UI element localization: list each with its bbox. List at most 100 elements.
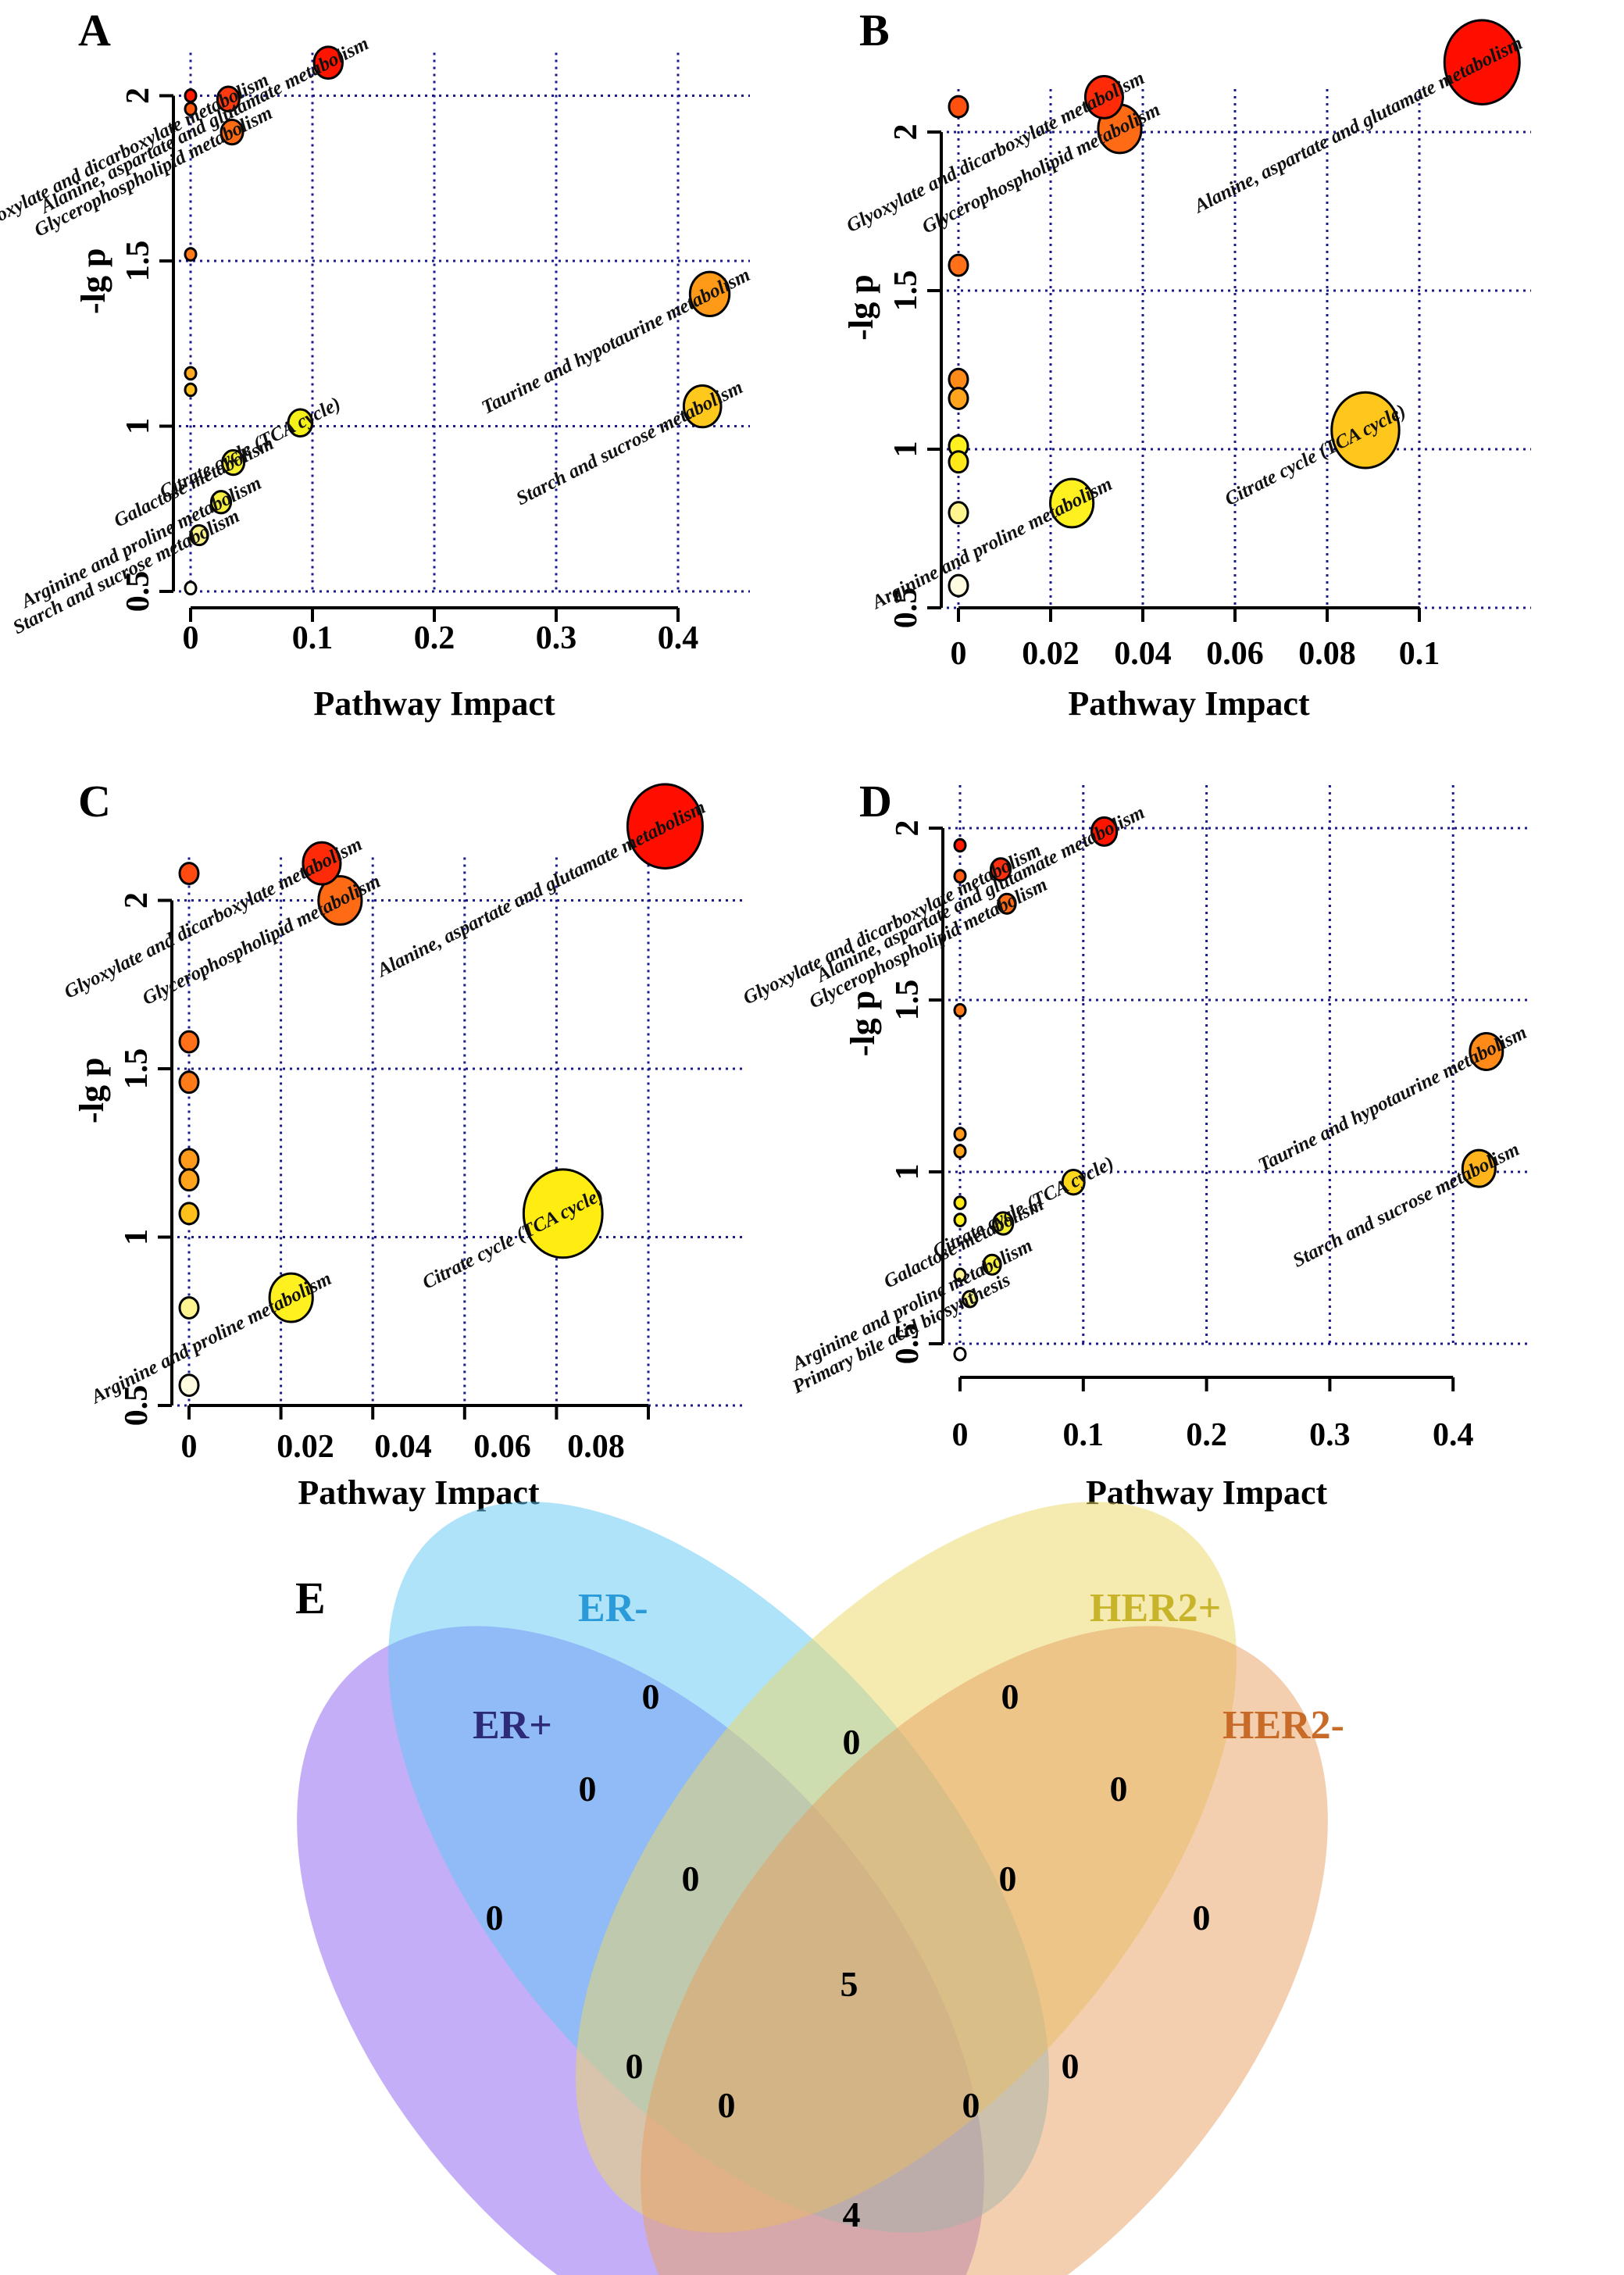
- x-tick-label: 0.06: [1206, 636, 1264, 672]
- bubble-label: Alanine, aspartate and glutamate metabol…: [1190, 33, 1526, 218]
- panel-b-bubble-chart: B 0.5 1 1.5 2 -lg p 0 0.02 0.04 0.06 0.08 0.1 Pathwa…: [842, 5, 1531, 723]
- y-tick-label: 1.5: [888, 270, 924, 312]
- x-tick-label: 0.4: [658, 620, 699, 656]
- bubble-point: [178, 1148, 200, 1172]
- venn-region-count: 0: [1193, 1898, 1211, 1938]
- x-tick-label: 0: [952, 1417, 969, 1453]
- bubble-point: [522, 1168, 604, 1259]
- y-tick-label: 1: [119, 1229, 155, 1245]
- bubble-point: [1443, 19, 1521, 105]
- bubble-point: [216, 85, 241, 112]
- bubble-point: [962, 1290, 979, 1309]
- y-tick-label: 1.5: [120, 241, 156, 282]
- bubble-point: [178, 1070, 200, 1095]
- bubble-point: [220, 118, 244, 146]
- bubble-point: [953, 1127, 967, 1141]
- x-axis-title: Pathway Impact: [1068, 684, 1310, 723]
- y-tick-label: 1: [890, 1164, 926, 1180]
- y-tick-label: 0.5: [119, 1385, 155, 1427]
- bubble-point: [184, 88, 198, 103]
- panel-a-bubble-chart: A 0.5 1 1.5 2 -lg p 0 0.1 0.2 0.3 0.4 Pathway Impac…: [0, 5, 754, 723]
- bubble-label: Alanine, aspartate and glutamate metabol…: [36, 33, 373, 218]
- bubble-point: [953, 1212, 967, 1227]
- y-tick-label: 2: [888, 124, 924, 141]
- bubble-point: [221, 448, 246, 477]
- x-tick-label: 0.04: [374, 1429, 432, 1465]
- bubble-point: [189, 524, 209, 547]
- x-tick-label: 0.4: [1433, 1417, 1474, 1453]
- venn-region-count: 0: [1001, 1677, 1019, 1716]
- panel-letter: C: [78, 776, 111, 827]
- y-tick-label: 1.5: [890, 980, 926, 1021]
- x-tick-label: 0.02: [277, 1429, 334, 1465]
- venn-set-label: HER2+: [1090, 1586, 1221, 1630]
- bubble-point: [989, 857, 1012, 882]
- venn-region-count: 0: [843, 1722, 861, 1762]
- bubble-point: [1049, 477, 1095, 529]
- bubble-point: [682, 384, 723, 429]
- bubble-point: [948, 450, 969, 474]
- bubble-label: Starch and sucrose metabolism: [1290, 1139, 1523, 1272]
- x-tick-label: 0.3: [536, 620, 577, 656]
- bubble-point: [626, 783, 704, 870]
- x-tick-label: 0.1: [1063, 1417, 1105, 1453]
- bubble-point: [317, 875, 363, 926]
- y-tick-label: 0.5: [120, 571, 156, 612]
- bubble-point: [184, 102, 198, 116]
- venn-region-count: 0: [579, 1769, 597, 1809]
- venn-region-count: 0: [682, 1859, 700, 1898]
- bubble-label: Glyoxylate and dicarboxylate metabolism: [843, 67, 1148, 237]
- bubble-point: [953, 1346, 967, 1362]
- y-axis-title: -lg p: [844, 991, 882, 1056]
- bubble-point: [982, 1253, 1002, 1276]
- x-tick-label: 0.08: [1298, 636, 1356, 672]
- x-tick-label: 0: [183, 620, 199, 656]
- bubble-point: [688, 270, 731, 318]
- y-tick-label: 0.5: [890, 1323, 926, 1365]
- x-tick-label: 0.04: [1114, 636, 1172, 672]
- x-tick-label: 0.2: [414, 620, 455, 656]
- y-tick-label: 2: [119, 892, 155, 909]
- bubble-point: [209, 490, 233, 515]
- x-axis-title: Pathway Impact: [313, 684, 555, 723]
- venn-region-count: 4: [843, 2195, 861, 2234]
- bubble-label: Alanine, aspartate and glutamate metabol…: [373, 797, 709, 982]
- bubble-point: [1061, 1169, 1086, 1196]
- x-tick-label: 0.1: [1399, 636, 1440, 672]
- x-tick-label: 0.02: [1022, 636, 1080, 672]
- bubble-point: [178, 1030, 200, 1054]
- bubble-point: [178, 1296, 200, 1320]
- bubble-point: [1469, 1031, 1504, 1072]
- venn-region-count: 0: [999, 1859, 1017, 1898]
- bubble-label: Starch and sucrose metabolism: [513, 377, 747, 509]
- bubble-point: [1330, 391, 1401, 470]
- bubble-point: [178, 862, 200, 885]
- y-axis-title: -lg p: [73, 1058, 111, 1123]
- bubble-point: [953, 838, 967, 853]
- bubble-point: [948, 253, 969, 277]
- bubble-point: [302, 841, 342, 886]
- panel-e-venn-diagram: E ER+ ER- HER2+ HER2- 0 0 0 0 0 0 0 0 0 5 0 0 0 0 4: [295, 1502, 1344, 2275]
- bubble-point: [184, 580, 198, 596]
- bubble-point: [948, 573, 969, 598]
- panel-letter: B: [859, 5, 890, 55]
- bubble-point: [992, 1211, 1015, 1236]
- x-tick-label: 0.1: [292, 620, 334, 656]
- panel-letter: A: [78, 5, 111, 55]
- venn-region-count: 0: [486, 1898, 504, 1938]
- bubble-point: [997, 892, 1017, 915]
- x-tick-label: 0.08: [567, 1429, 625, 1465]
- venn-region-count: 5: [841, 1964, 858, 2004]
- venn-set-label: ER+: [473, 1703, 552, 1748]
- venn-region-count: 0: [962, 2085, 980, 2125]
- bubble-point: [953, 1267, 967, 1283]
- x-tick-label: 0: [181, 1429, 198, 1465]
- panel-letter: E: [295, 1573, 326, 1623]
- x-tick-label: 0: [951, 636, 967, 672]
- bubble-point: [953, 1195, 967, 1210]
- y-tick-label: 1: [888, 441, 924, 458]
- venn-region-count: 0: [718, 2085, 736, 2125]
- bubble-point: [184, 366, 198, 381]
